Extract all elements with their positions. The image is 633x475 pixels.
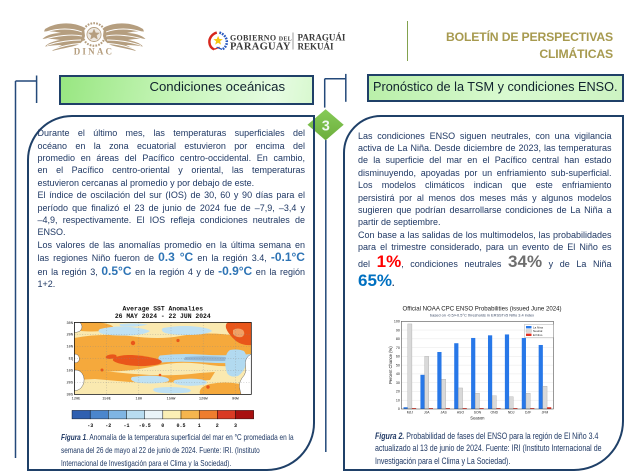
svg-text:-1: -1 xyxy=(123,423,129,429)
svg-text:150E: 150E xyxy=(102,398,111,402)
svg-text:-2: -2 xyxy=(105,423,111,429)
svg-text:10N: 10N xyxy=(67,346,73,350)
svg-text:10: 10 xyxy=(396,398,400,402)
svg-text:Average SST Anomalies: Average SST Anomalies xyxy=(123,305,204,312)
svg-text:10S: 10S xyxy=(67,370,73,374)
svg-text:90: 90 xyxy=(396,328,400,332)
svg-text:JFM: JFM xyxy=(542,411,549,415)
svg-text:EQ: EQ xyxy=(69,358,73,362)
svg-text:70: 70 xyxy=(396,346,400,350)
svg-text:30: 30 xyxy=(396,381,400,385)
svg-text:PARAGUÁI: PARAGUÁI xyxy=(298,33,346,43)
svg-text:DINAC: DINAC xyxy=(74,47,115,57)
svg-text:La Nina: La Nina xyxy=(533,325,543,329)
svg-text:180: 180 xyxy=(136,398,142,402)
svg-text:1: 1 xyxy=(198,423,201,429)
svg-text:PARAGUAY: PARAGUAY xyxy=(230,42,291,53)
svg-text:Percent Chance (%): Percent Chance (%) xyxy=(388,346,393,384)
svg-text:100: 100 xyxy=(394,320,400,324)
svg-text:120W: 120W xyxy=(199,398,208,402)
svg-text:50: 50 xyxy=(396,363,400,367)
svg-text:3: 3 xyxy=(234,423,237,429)
svg-text:OND: OND xyxy=(491,411,499,415)
svg-text:30S: 30S xyxy=(67,394,73,398)
svg-text:-0.5: -0.5 xyxy=(139,423,151,429)
svg-text:40: 40 xyxy=(396,372,400,376)
svg-text:60: 60 xyxy=(396,355,400,359)
svg-text:Neutral: Neutral xyxy=(533,329,543,333)
svg-text:120E: 120E xyxy=(72,398,81,402)
svg-text:20: 20 xyxy=(396,390,400,394)
svg-text:0: 0 xyxy=(398,407,400,411)
svg-text:Official NOAA CPC ENSO Probabi: Official NOAA CPC ENSO Probabilities (is… xyxy=(402,306,561,313)
svg-text:SON: SON xyxy=(474,411,482,415)
svg-text:based on -0.5/+0.5°C threshold: based on -0.5/+0.5°C thresholds in ERSST… xyxy=(430,312,534,317)
svg-text:80: 80 xyxy=(396,337,400,341)
svg-text:0.5: 0.5 xyxy=(176,423,185,429)
svg-text:NDJ: NDJ xyxy=(508,411,515,415)
svg-text:150W: 150W xyxy=(167,398,176,402)
svg-text:DJF: DJF xyxy=(525,411,531,415)
svg-text:El Nino: El Nino xyxy=(533,333,543,337)
svg-text:REKUÁI: REKUÁI xyxy=(298,42,335,52)
svg-text:JAS: JAS xyxy=(441,411,448,415)
svg-text:GOBIERNO DEL: GOBIERNO DEL xyxy=(230,34,292,43)
svg-text:-3: -3 xyxy=(87,423,93,429)
svg-text:JJA: JJA xyxy=(424,411,430,415)
svg-text:3: 3 xyxy=(322,118,330,134)
svg-text:0: 0 xyxy=(161,423,164,429)
svg-text:26 MAY 2024 - 22 JUN 2024: 26 MAY 2024 - 22 JUN 2024 xyxy=(115,313,211,320)
svg-text:MJJ: MJJ xyxy=(407,411,414,415)
svg-text:20S: 20S xyxy=(67,382,73,386)
svg-text:2: 2 xyxy=(216,423,219,429)
svg-text:20N: 20N xyxy=(67,334,73,338)
svg-text:90W: 90W xyxy=(232,398,239,402)
svg-text:Season: Season xyxy=(470,416,485,421)
svg-text:ASO: ASO xyxy=(457,411,465,415)
svg-text:30N: 30N xyxy=(67,322,73,326)
